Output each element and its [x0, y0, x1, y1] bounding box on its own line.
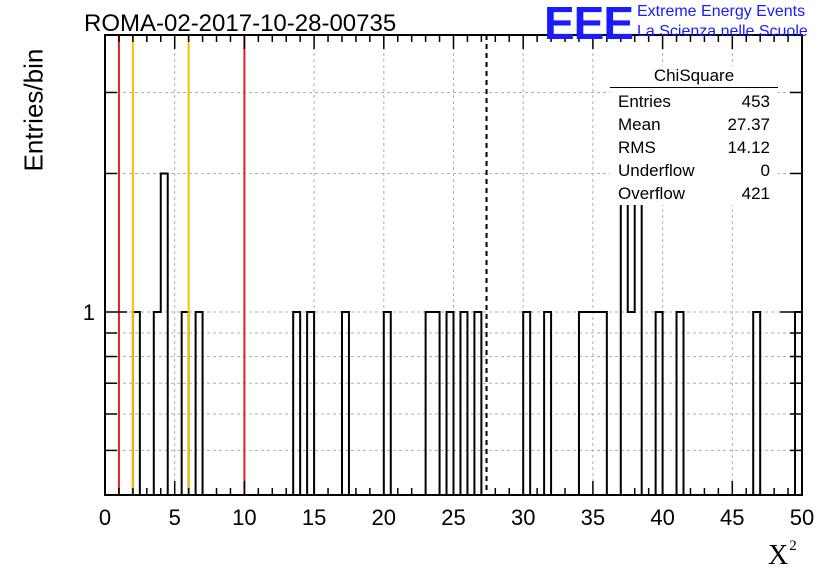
x-tick-label: 15 — [302, 505, 326, 530]
stats-box: ChiSquare Entries 453 Mean 27.37 RMS 14.12 … — [610, 66, 778, 205]
x-axis-label-superscript: 2 — [789, 538, 797, 554]
stats-label: Mean — [618, 115, 661, 134]
x-tick-label: 0 — [99, 505, 111, 530]
stats-row-overflow: Overflow 421 — [610, 182, 778, 205]
stats-label: Entries — [618, 92, 671, 111]
y-axis-label: Entries/bin — [18, 48, 49, 172]
x-tick-label: 40 — [650, 505, 674, 530]
x-tick-label: 50 — [790, 505, 814, 530]
stats-row-entries: Entries 453 — [610, 90, 778, 113]
stats-value: 0 — [760, 161, 770, 180]
x-tick-label: 20 — [372, 505, 396, 530]
stats-box-title: ChiSquare — [610, 66, 778, 88]
logo-text-line1: Extreme Energy Events — [637, 3, 806, 20]
reference-lines — [117, 35, 488, 495]
x-tick-label: 45 — [720, 505, 744, 530]
x-axis-label-base: X — [768, 540, 789, 571]
x-tick-label: 35 — [581, 505, 605, 530]
stats-value: 453 — [741, 92, 770, 111]
stats-row-mean: Mean 27.37 — [610, 113, 778, 136]
stats-row-rms: RMS 14.12 — [610, 136, 778, 159]
stats-label: Underflow — [618, 161, 695, 180]
axis-ticks — [104, 35, 803, 495]
y-tick-label: 1 — [83, 300, 95, 325]
logo-text-line2: La Scienza nelle Scuole — [637, 23, 808, 40]
x-tick-label: 5 — [169, 505, 181, 530]
stats-label: Overflow — [618, 184, 686, 203]
stats-value: 27.37 — [727, 115, 770, 134]
x-tick-label: 30 — [511, 505, 535, 530]
stats-label: RMS — [618, 138, 656, 157]
stats-value: 14.12 — [727, 138, 770, 157]
x-axis-label: X2 — [768, 538, 797, 572]
x-tick-label: 10 — [232, 505, 256, 530]
eee-logo: EEE — [544, 0, 634, 49]
chart-title: ROMA-02-2017-10-28-00735 — [84, 10, 397, 37]
stats-row-underflow: Underflow 0 — [610, 159, 778, 182]
stats-value: 421 — [741, 184, 770, 203]
x-tick-label: 25 — [441, 505, 465, 530]
tick-labels: 0 5 10 15 20 25 30 35 40 45 50 1 — [83, 300, 814, 530]
